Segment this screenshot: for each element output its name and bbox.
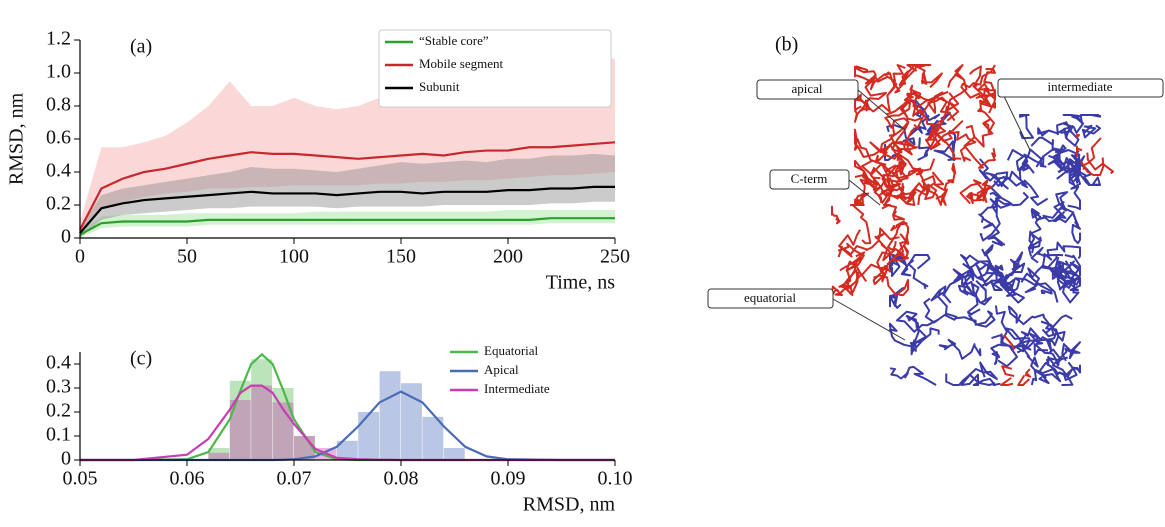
backbone-trace <box>1006 322 1056 344</box>
backbone-trace <box>851 205 870 243</box>
hist-bar <box>380 371 401 460</box>
callout-label: apical <box>791 81 822 96</box>
callout: equatorial <box>708 289 905 340</box>
x-axis-label: Time, ns <box>546 272 616 294</box>
legend-label: Mobile segment <box>419 56 504 71</box>
x-tick-label: 0.10 <box>598 468 633 490</box>
y-tick-label: 0 <box>61 448 71 470</box>
legend-label: Intermediate <box>484 381 550 396</box>
legend-label: Subunit <box>419 79 460 94</box>
hist-bar <box>401 383 422 460</box>
backbone-trace <box>838 244 864 287</box>
backbone-trace <box>1087 153 1113 174</box>
backbone-trace <box>1002 366 1014 376</box>
backbone-trace <box>873 276 908 296</box>
y-tick-label: 0.2 <box>46 193 71 215</box>
y-tick-label: 0.3 <box>46 376 71 398</box>
band <box>80 210 615 238</box>
legend-label: Equatorial <box>484 343 539 358</box>
panel-label: (c) <box>130 348 152 370</box>
backbone-trace <box>1025 369 1030 377</box>
molecule-render <box>832 65 1113 385</box>
backbone-trace <box>1072 214 1080 243</box>
panel-label: (b) <box>775 34 798 56</box>
page: (b) apical intermediate C-term equatoria… <box>0 0 1165 527</box>
x-tick-label: 0.05 <box>63 468 98 490</box>
x-tick-label: 0.08 <box>384 468 419 490</box>
y-tick-label: 0.4 <box>46 352 71 374</box>
chart: 0 0.2 0.4 0.6 0.8 1.0 1.2 0 50 100 150 200 250 Time, … <box>6 28 630 294</box>
backbone-trace <box>882 205 904 220</box>
x-tick-label: 0.07 <box>277 468 312 490</box>
hist-bar <box>251 386 272 460</box>
backbone-trace <box>839 230 861 257</box>
backbone-trace <box>914 65 942 87</box>
callout-label: C-term <box>791 171 828 186</box>
panel-label: (a) <box>130 36 152 58</box>
y-tick-label: 0.2 <box>46 400 71 422</box>
callout-label: intermediate <box>1048 79 1113 94</box>
backbone-trace <box>933 164 955 190</box>
y-tick-label: 1.0 <box>46 61 71 83</box>
y-tick-label: 0.4 <box>46 160 71 182</box>
hist-bar <box>358 412 379 460</box>
backbone-trace <box>832 207 840 224</box>
backbone-trace <box>890 367 936 385</box>
y-tick-label: 1.2 <box>46 28 71 50</box>
backbone-trace <box>961 147 995 168</box>
x-tick-label: 150 <box>386 246 416 268</box>
x-tick-label: 0 <box>75 246 85 268</box>
backbone-trace <box>909 255 930 289</box>
backbone-trace <box>1018 375 1029 385</box>
x-tick-label: 0.06 <box>170 468 205 490</box>
x-axis-label: RMSD, nm <box>523 494 616 516</box>
chart: 00.10.20.30.4 0.05 0.06 0.07 0.08 0.09 0.10 RMS… <box>46 343 633 516</box>
backbone-trace <box>1058 342 1080 361</box>
x-tick-label: 100 <box>279 246 309 268</box>
x-tick-label: 200 <box>493 246 523 268</box>
y-tick-label: 0.8 <box>46 94 71 116</box>
x-tick-label: 250 <box>600 246 630 268</box>
y-tick-label: 0 <box>61 226 71 248</box>
backbone-trace <box>1020 115 1033 138</box>
figure: (b) apical intermediate C-term equatoria… <box>0 0 1165 527</box>
backbone-trace <box>1057 122 1078 146</box>
hist-bar <box>444 448 465 460</box>
legend-label: “Stable core” <box>419 33 489 48</box>
x-tick-label: 50 <box>177 246 197 268</box>
backbone-trace <box>1001 378 1013 385</box>
callout-label: equatorial <box>744 290 796 305</box>
x-tick-label: 0.09 <box>491 468 526 490</box>
backbone-trace <box>1083 125 1100 137</box>
y-tick-label: 0.6 <box>46 127 71 149</box>
y-axis-label: RMSD, nm <box>6 92 28 185</box>
y-tick-label: 0.1 <box>46 424 71 446</box>
backbone-trace <box>956 309 995 327</box>
backbone-trace <box>1077 135 1080 137</box>
backbone-trace <box>940 340 981 359</box>
backbone-trace <box>967 186 993 203</box>
legend-label: Apical <box>484 362 519 377</box>
